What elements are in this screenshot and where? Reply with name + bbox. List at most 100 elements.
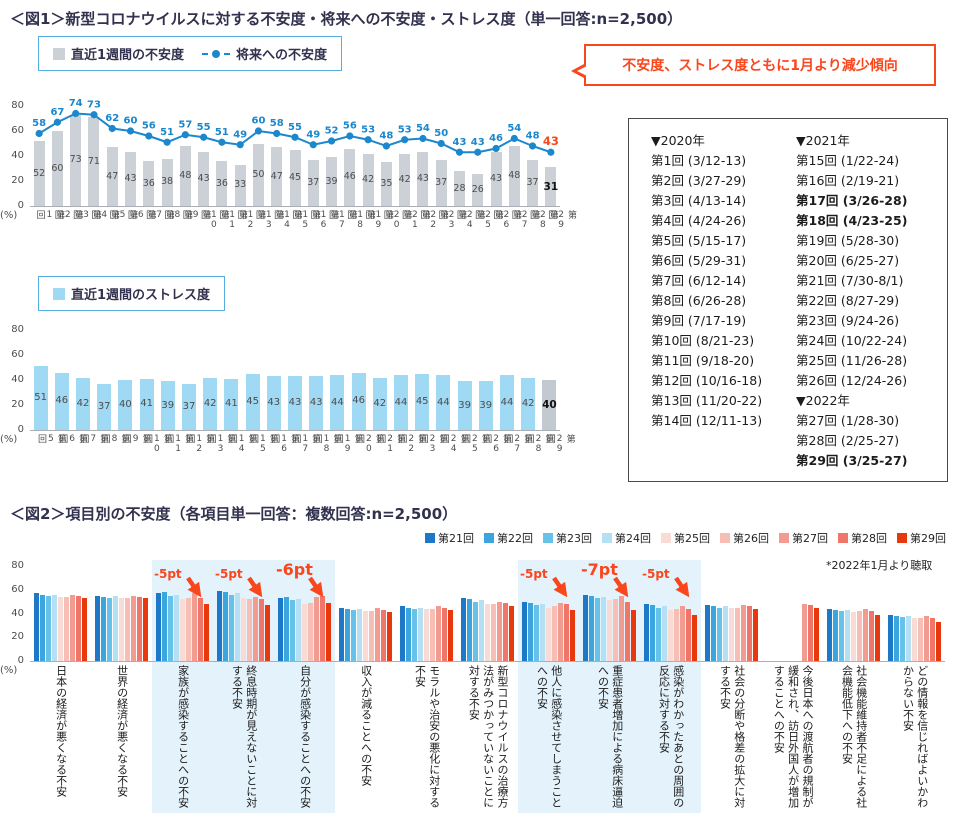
- x-axis-label: 第16回: [308, 210, 339, 230]
- legend-label: 第29回: [910, 532, 946, 545]
- stress-bar-value: 44: [500, 396, 514, 408]
- stress-legend: 直近1週間のストレス度: [38, 276, 226, 311]
- item-bar: [296, 599, 301, 661]
- schedule-year-header: ▼2022年: [796, 393, 850, 408]
- item-bar: [198, 598, 203, 661]
- line-value: 67: [50, 107, 64, 118]
- line-value: 43: [453, 137, 467, 148]
- anxiety-bar: [161, 158, 173, 206]
- annotation-label: -6pt: [276, 560, 313, 579]
- stress-bar: [160, 381, 175, 430]
- future-line-legend-label: 将来への不安度: [236, 48, 328, 63]
- fig2-note: *2022年1月より聴取: [826, 559, 933, 572]
- line-value: 43: [471, 137, 485, 148]
- item-bar: [326, 602, 331, 661]
- schedule-row: 第8回 (6/26-28): [651, 293, 747, 308]
- category-label-text: 他人に感染させてしまうことへの不安: [535, 665, 563, 808]
- callout-tail-inner: [577, 66, 587, 76]
- line-value: 48: [526, 131, 540, 142]
- item-bar: [253, 596, 258, 661]
- item-bar: [363, 611, 368, 661]
- x-axis-label: 第21回: [375, 434, 405, 454]
- item-bar: [753, 608, 758, 661]
- legend-item: 第26回: [720, 530, 769, 546]
- stress-bar-value: 46: [352, 395, 365, 407]
- item-bar: [491, 604, 496, 661]
- x-axis-label: 第22回: [396, 434, 427, 454]
- item-bar: [570, 609, 575, 661]
- line-value: 62: [105, 113, 119, 124]
- item-bar: [290, 600, 295, 661]
- line-dot: [455, 148, 464, 156]
- x-axis-label: 第15回: [247, 434, 278, 454]
- item-bar: [241, 598, 246, 661]
- legend-item: 第29回: [897, 530, 946, 546]
- annotation-label: -5pt: [154, 567, 182, 581]
- x-axis-label: 第10回: [141, 434, 172, 454]
- line-dot: [181, 131, 189, 139]
- anxiety-bar-value: 37: [526, 176, 539, 188]
- anxiety-bar: [198, 152, 210, 206]
- x-axis-label: 第19回: [363, 210, 394, 230]
- item-bar: [223, 592, 228, 661]
- annotation-label: -5pt: [520, 567, 548, 581]
- category-label-text: 重症患者増加による病床逼迫への不安: [596, 665, 624, 808]
- stress-bar: [309, 376, 324, 430]
- item-bar: [741, 605, 746, 661]
- x-axis-label: 第27回: [502, 434, 533, 454]
- stress-plot: 51 46 42 37 40 41 39 37 42 41 45 43 43 43 44 46 42 44 45 44…: [0, 325, 575, 455]
- line-value: 57: [178, 119, 192, 130]
- line-value: 43: [543, 134, 559, 148]
- anxiety-bar-value: 45: [288, 171, 302, 183]
- category-label-text: 自分が感染することへの不安: [298, 665, 312, 808]
- item-bar: [479, 600, 484, 661]
- x-axis-label: 第11回: [163, 434, 193, 454]
- item-bar: [235, 593, 240, 661]
- stress-bar: [394, 375, 408, 430]
- y-axis-tick-label: 20: [11, 175, 24, 186]
- anxiety-bar-value: 36: [215, 177, 228, 189]
- anxiety-bar-value: 43: [197, 173, 210, 185]
- stress-bar-value: 41: [225, 398, 238, 410]
- item-bar: [729, 607, 734, 661]
- legend-swatch: [543, 533, 553, 543]
- category-label: 今後日本への渡航者の規制が緩和され、訪日外国人が増加することへの不安: [762, 665, 823, 813]
- category-label-text: 日本の経済が悪くなる不安: [54, 665, 68, 797]
- item-bar: [619, 595, 624, 661]
- item-bar: [95, 595, 100, 661]
- x-axis-label: 第19回: [332, 434, 363, 454]
- arrow-line: [186, 576, 202, 598]
- y-axis-unit-label: (%): [0, 210, 18, 221]
- y-axis-tick-label: 80: [11, 100, 24, 111]
- category-label: 社会機能維持者不足による社会機能低下への不安: [823, 665, 884, 813]
- annotation-arrow-icon: [674, 576, 690, 598]
- item-bar: [540, 604, 545, 661]
- category-label: 感染がわかったあとの周囲の反応に対する不安: [640, 665, 701, 813]
- category-label: 世界の経済が悪くなる不安: [91, 665, 152, 813]
- item-bar: [680, 606, 685, 661]
- anxiety-bar-value: 35: [380, 178, 393, 190]
- anxiety-bar: [380, 162, 392, 206]
- stress-bar-value: 43: [288, 397, 302, 409]
- item-bar: [436, 606, 441, 661]
- item-bar: [34, 593, 39, 661]
- category-label: 収入が減ることへの不安: [335, 665, 396, 813]
- survey-schedule-box: ▼2020年 第1回 (3/12-13) 第2回 (3/27-29) 第3回 (4/1…: [628, 118, 948, 482]
- item-bar: [119, 598, 124, 661]
- stress-bar: [288, 376, 302, 430]
- stress-bar-value: 44: [437, 396, 450, 408]
- line-dot: [492, 144, 500, 153]
- item-bar: [564, 604, 569, 661]
- item-bar: [558, 602, 563, 661]
- item-bar: [668, 609, 673, 661]
- line-value: 49: [306, 129, 320, 140]
- line-value: 56: [343, 121, 357, 132]
- category-label-text: 収入が減ることへの不安: [359, 665, 373, 786]
- item-bar: [503, 602, 508, 661]
- line-dot: [145, 132, 153, 140]
- y-axis-tick-label: 40: [11, 150, 24, 161]
- category-label: 日本の経済が悪くなる不安: [30, 665, 91, 813]
- stress-bar: [139, 378, 154, 430]
- legend-label: 第28回: [851, 532, 887, 545]
